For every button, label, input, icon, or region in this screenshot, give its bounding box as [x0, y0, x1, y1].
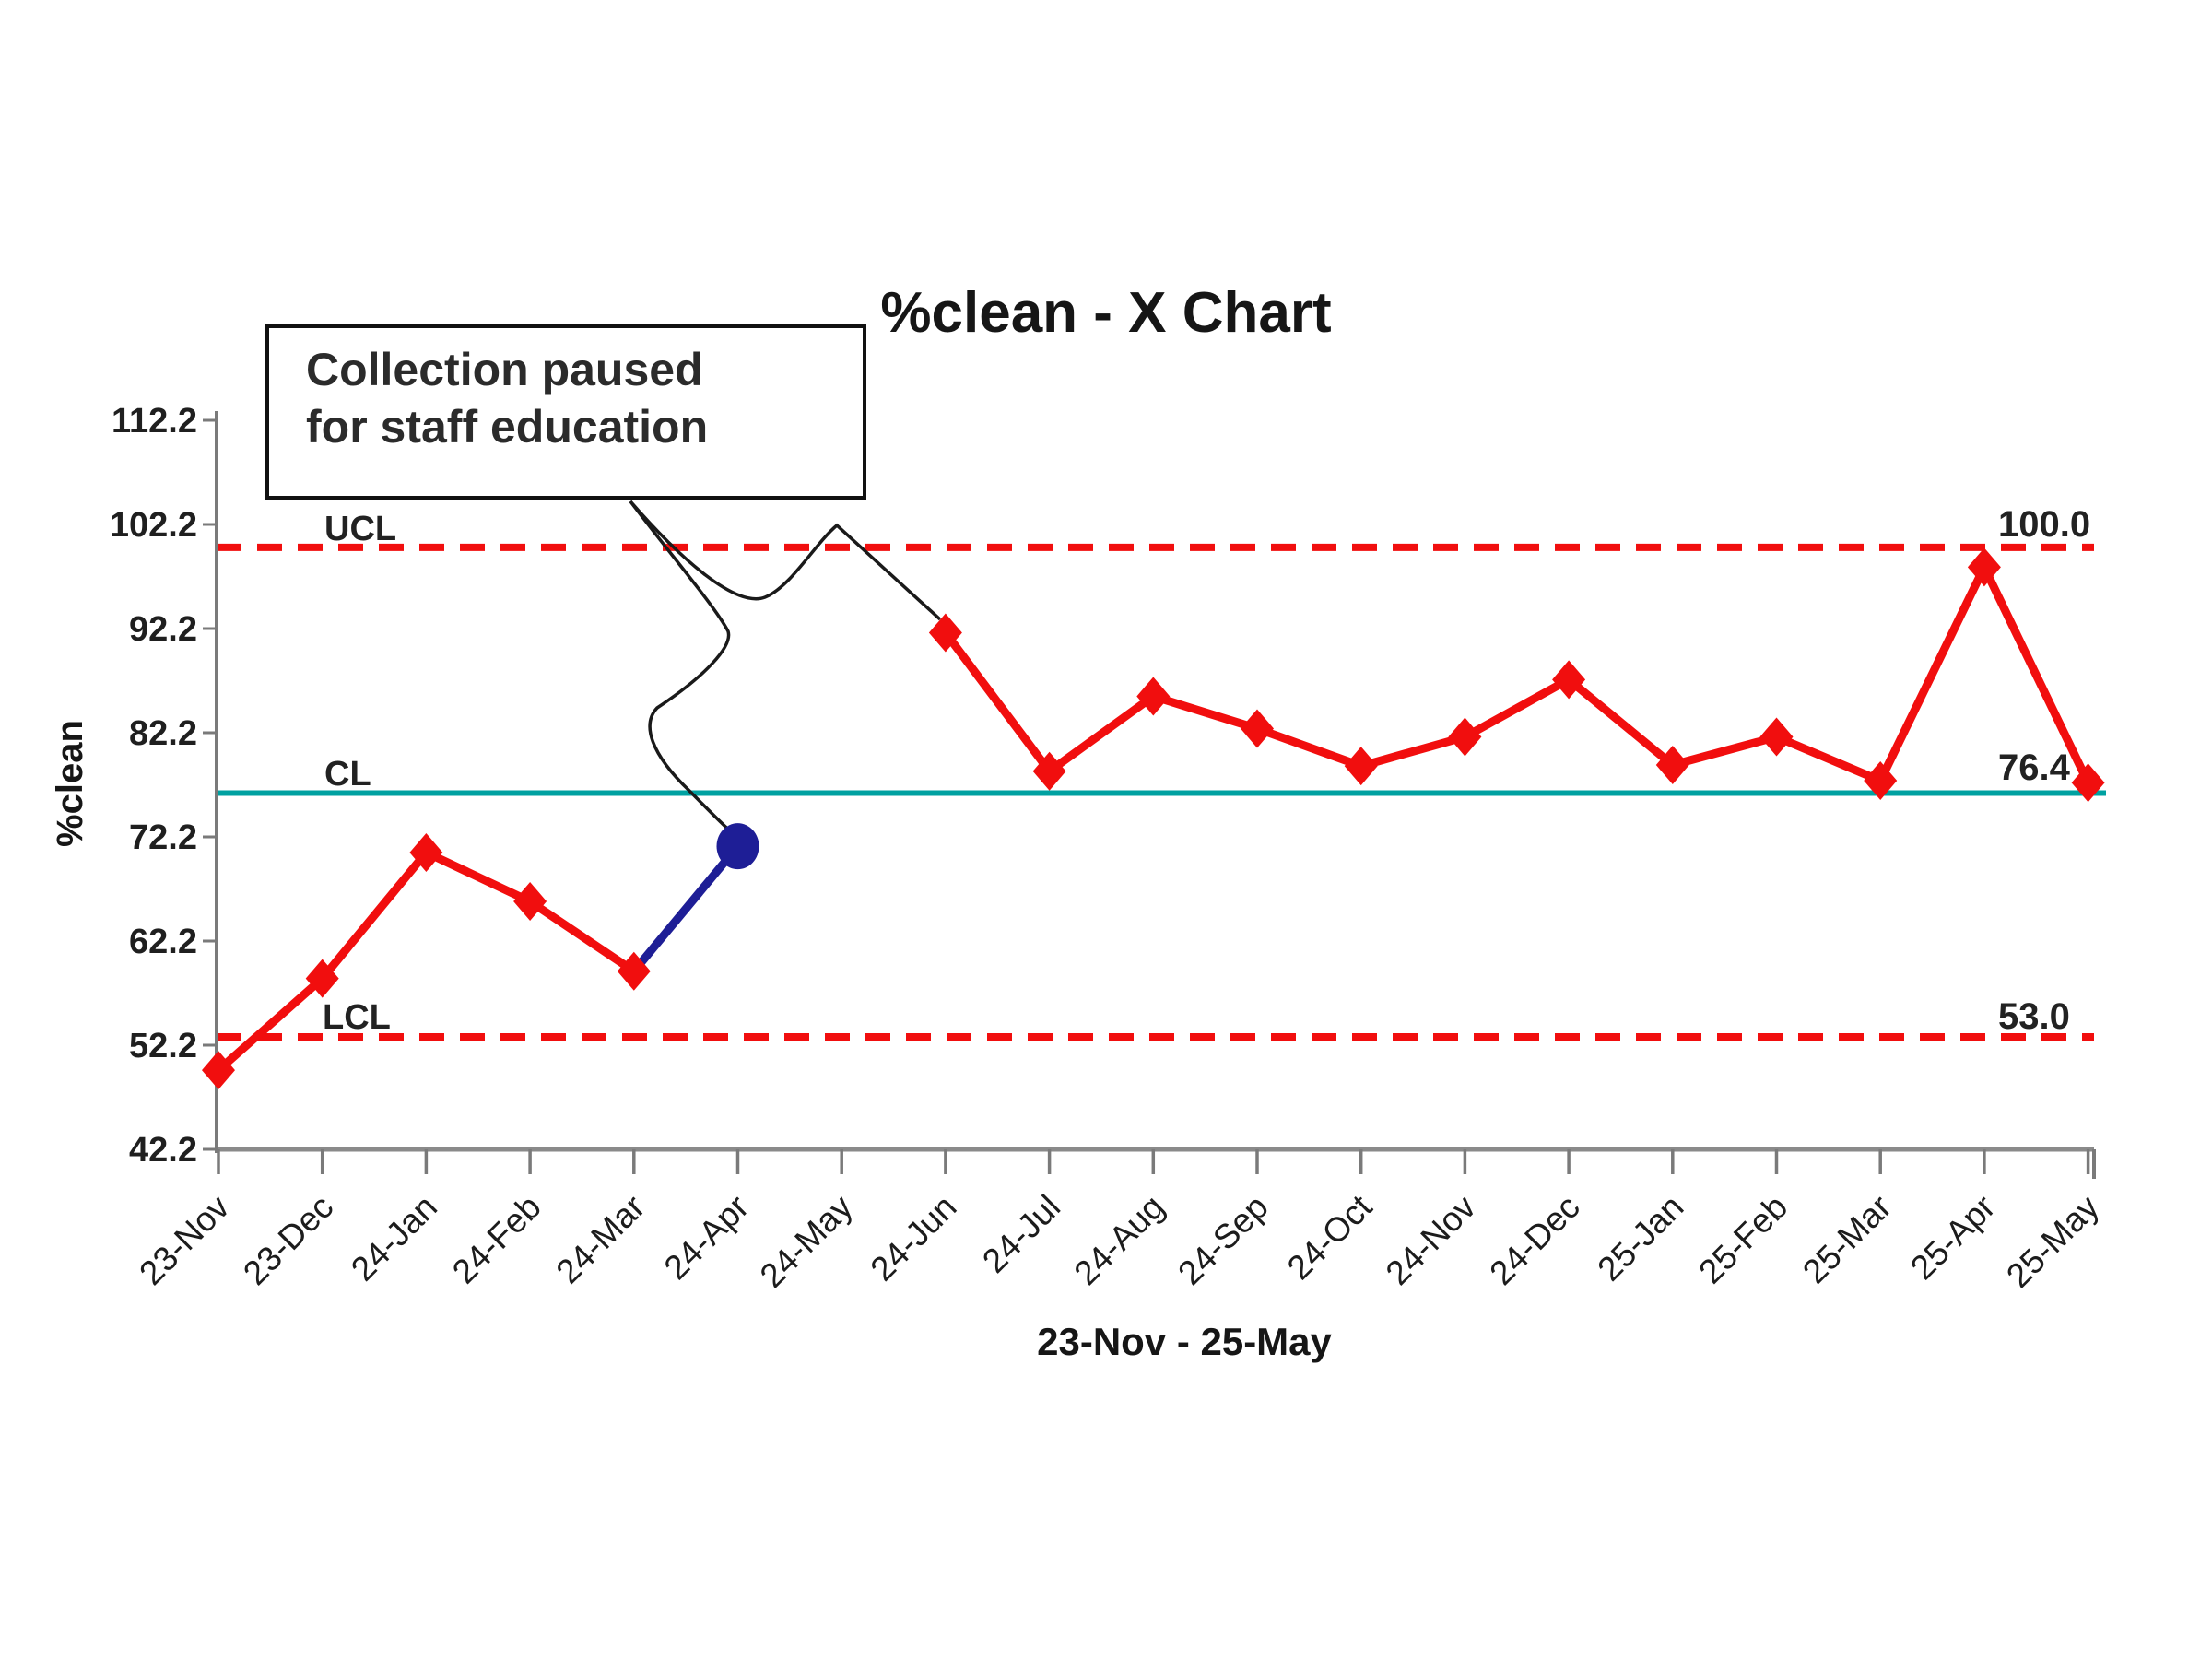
- x-tick-label: 25-Feb: [1691, 1188, 1794, 1291]
- data-point-25-Jan: [1655, 746, 1689, 785]
- cl-label: CL: [324, 755, 371, 794]
- x-tick-label: 24-Jan: [344, 1188, 444, 1288]
- data-point-24-Jun: [928, 613, 962, 653]
- x-tick-label: 24-Dec: [1482, 1188, 1586, 1292]
- data-point-24-Nov: [1448, 717, 1482, 757]
- x-tick-label: 25-May: [1999, 1187, 2107, 1295]
- annotation-line-1: Collection paused: [306, 344, 703, 395]
- leader-line-to-restart-point: [629, 500, 942, 621]
- data-point-23-Nov: [202, 1051, 235, 1090]
- data-point-25-May: [2071, 763, 2105, 803]
- ucl-label: UCL: [324, 510, 396, 548]
- data-point-24-Mar: [617, 951, 651, 991]
- x-tick-label: 24-Sep: [1171, 1188, 1275, 1292]
- data-point-24-Jan: [409, 832, 443, 872]
- annotation-line-2: for staff education: [306, 401, 709, 453]
- y-tick-label: 72.2: [129, 818, 197, 857]
- x-tick-label: 25-Apr: [1903, 1188, 2003, 1288]
- chart-title: %clean - X Chart: [880, 281, 1332, 345]
- series-segment-blue-link: [629, 841, 742, 976]
- y-tick-label: 102.2: [110, 506, 197, 545]
- y-tick-label: 92.2: [129, 610, 197, 649]
- x-tick-label: 24-Feb: [445, 1188, 548, 1291]
- data-point-24-Dec: [1552, 660, 1586, 700]
- data-point-24-Sep: [1241, 709, 1274, 748]
- leader-line-to-paused-point: [629, 500, 736, 837]
- data-point-24-Oct: [1344, 747, 1378, 786]
- x-tick-label: 24-Mar: [549, 1188, 653, 1291]
- y-axis-title: %clean: [50, 720, 90, 847]
- lcl-label: LCL: [323, 998, 391, 1037]
- data-point-24-Jul: [1032, 751, 1066, 791]
- x-tick-label: 23-Dec: [236, 1188, 340, 1292]
- data-point-25-Mar: [1864, 760, 1898, 800]
- x-tick-label: 25-Jan: [1590, 1188, 1690, 1288]
- x-tick-label: 24-Jun: [864, 1188, 964, 1288]
- y-tick-label: 42.2: [129, 1131, 197, 1170]
- data-point-23-Dec: [305, 959, 339, 998]
- x-tick-label: 25-Mar: [1795, 1188, 1899, 1291]
- x-tick-label: 24-Apr: [657, 1188, 757, 1288]
- y-tick-label: 52.2: [129, 1027, 197, 1065]
- lcl-value-label: 53.0: [1998, 996, 2070, 1037]
- series-segment-red-1: [941, 562, 2093, 787]
- y-tick-label: 62.2: [129, 923, 197, 961]
- x-tick-label: 24-May: [753, 1187, 861, 1295]
- y-tick-label: 112.2: [112, 402, 197, 441]
- x-tick-label: 23-Nov: [132, 1187, 237, 1292]
- data-point-24-Aug: [1136, 677, 1171, 716]
- x-tick-label: 24-Nov: [1379, 1187, 1484, 1292]
- data-point-special-24-Apr: [716, 823, 759, 870]
- data-point-25-Apr: [1967, 547, 2001, 587]
- x-tick-label: 24-Oct: [1280, 1187, 1380, 1287]
- y-tick-label: 82.2: [129, 714, 197, 753]
- annotation-box: Collection paused for staff education: [265, 324, 866, 500]
- x-tick-label: 24-Aug: [1067, 1188, 1171, 1292]
- data-point-24-Feb: [513, 882, 547, 922]
- x-axis-range-label: 23-Nov - 25-May: [1037, 1320, 1332, 1363]
- data-point-25-Feb: [1759, 717, 1794, 757]
- x-tick-label: 24-Jul: [975, 1188, 1067, 1280]
- cl-value-label: 76.4: [1998, 747, 2071, 788]
- ucl-value-label: 100.0: [1998, 504, 2090, 545]
